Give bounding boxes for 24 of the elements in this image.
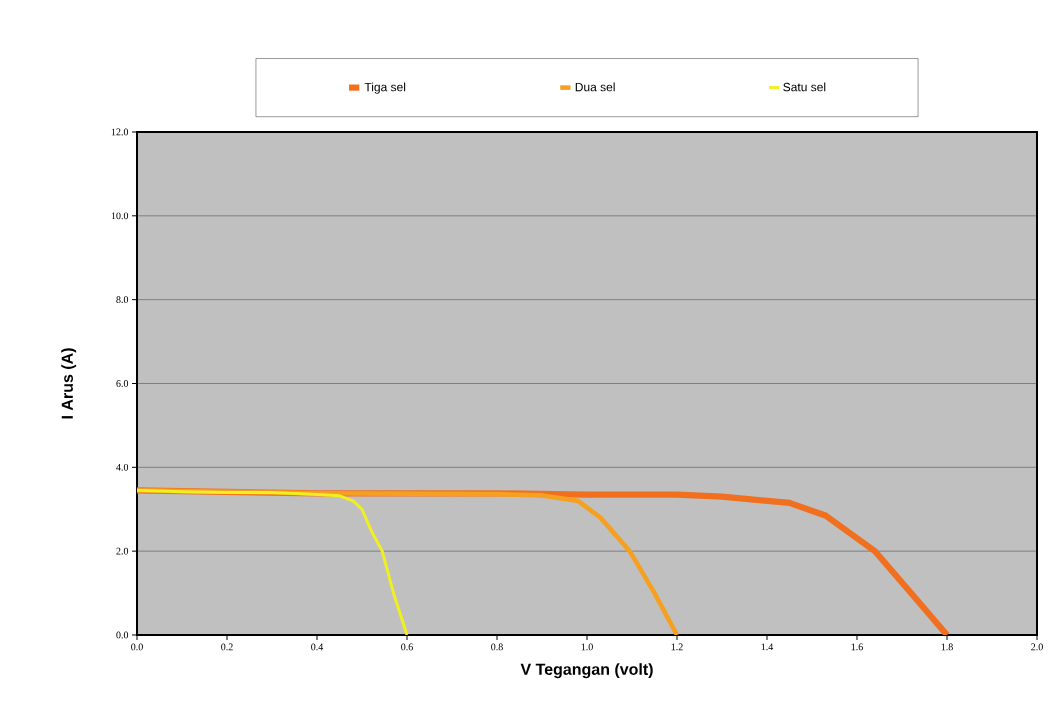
y-tick-label: 10.0: [111, 212, 129, 220]
legend-label: Tiga sel: [364, 82, 406, 94]
x-axis-title: V Tegangan (volt): [520, 663, 653, 679]
x-tick-label: 0.2: [221, 643, 233, 651]
y-tick-label: 2.0: [116, 547, 129, 555]
line-series: [137, 488, 409, 635]
x-tick-label: 1.0: [581, 643, 593, 651]
x-tick-label: 0.6: [401, 643, 413, 651]
y-tick-label: 6.0: [116, 380, 129, 387]
x-tick-label: 0.4: [311, 643, 324, 651]
x-tick-label: 1.8: [941, 643, 953, 651]
x-tick-label: 0.8: [491, 643, 503, 651]
x-tick-label: 0.0: [131, 643, 143, 651]
y-tick-label: 12.0: [111, 128, 129, 136]
y-tick-label: 8.0: [116, 296, 129, 304]
legend-label: Dua sel: [575, 82, 615, 92]
y-tick-label: 0.0: [116, 631, 129, 639]
y-tick-label: 4.0: [116, 463, 129, 471]
x-tick-label: 2.0: [1031, 643, 1043, 651]
legend-label: Satu sel: [783, 82, 826, 92]
y-axis-title: I Arus (A): [61, 348, 77, 419]
x-tick-label: 1.4: [761, 643, 774, 651]
x-tick-label: 1.2: [671, 643, 683, 651]
x-tick-label: 1.6: [851, 643, 863, 651]
